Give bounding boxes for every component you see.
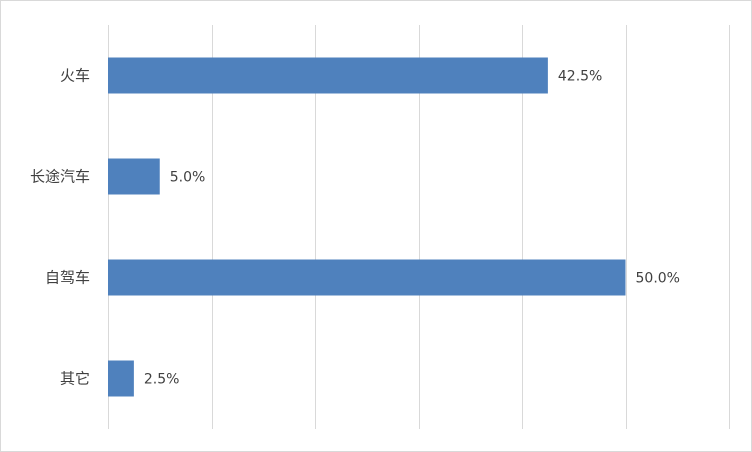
data-labels: 42.5% 5.0% 50.0% 2.5% xyxy=(144,69,680,388)
category-label: 火车 xyxy=(60,67,90,85)
bars xyxy=(108,57,626,397)
category-label: 长途汽车 xyxy=(30,168,90,186)
data-label: 50.0% xyxy=(636,271,680,287)
bar xyxy=(108,57,548,94)
bar xyxy=(108,259,626,296)
bar xyxy=(108,360,134,397)
data-label: 5.0% xyxy=(170,170,206,186)
data-label: 2.5% xyxy=(144,372,180,388)
bar xyxy=(108,158,160,195)
data-label: 42.5% xyxy=(558,69,602,85)
category-label: 其它 xyxy=(60,370,90,388)
category-label: 自驾车 xyxy=(45,269,90,287)
